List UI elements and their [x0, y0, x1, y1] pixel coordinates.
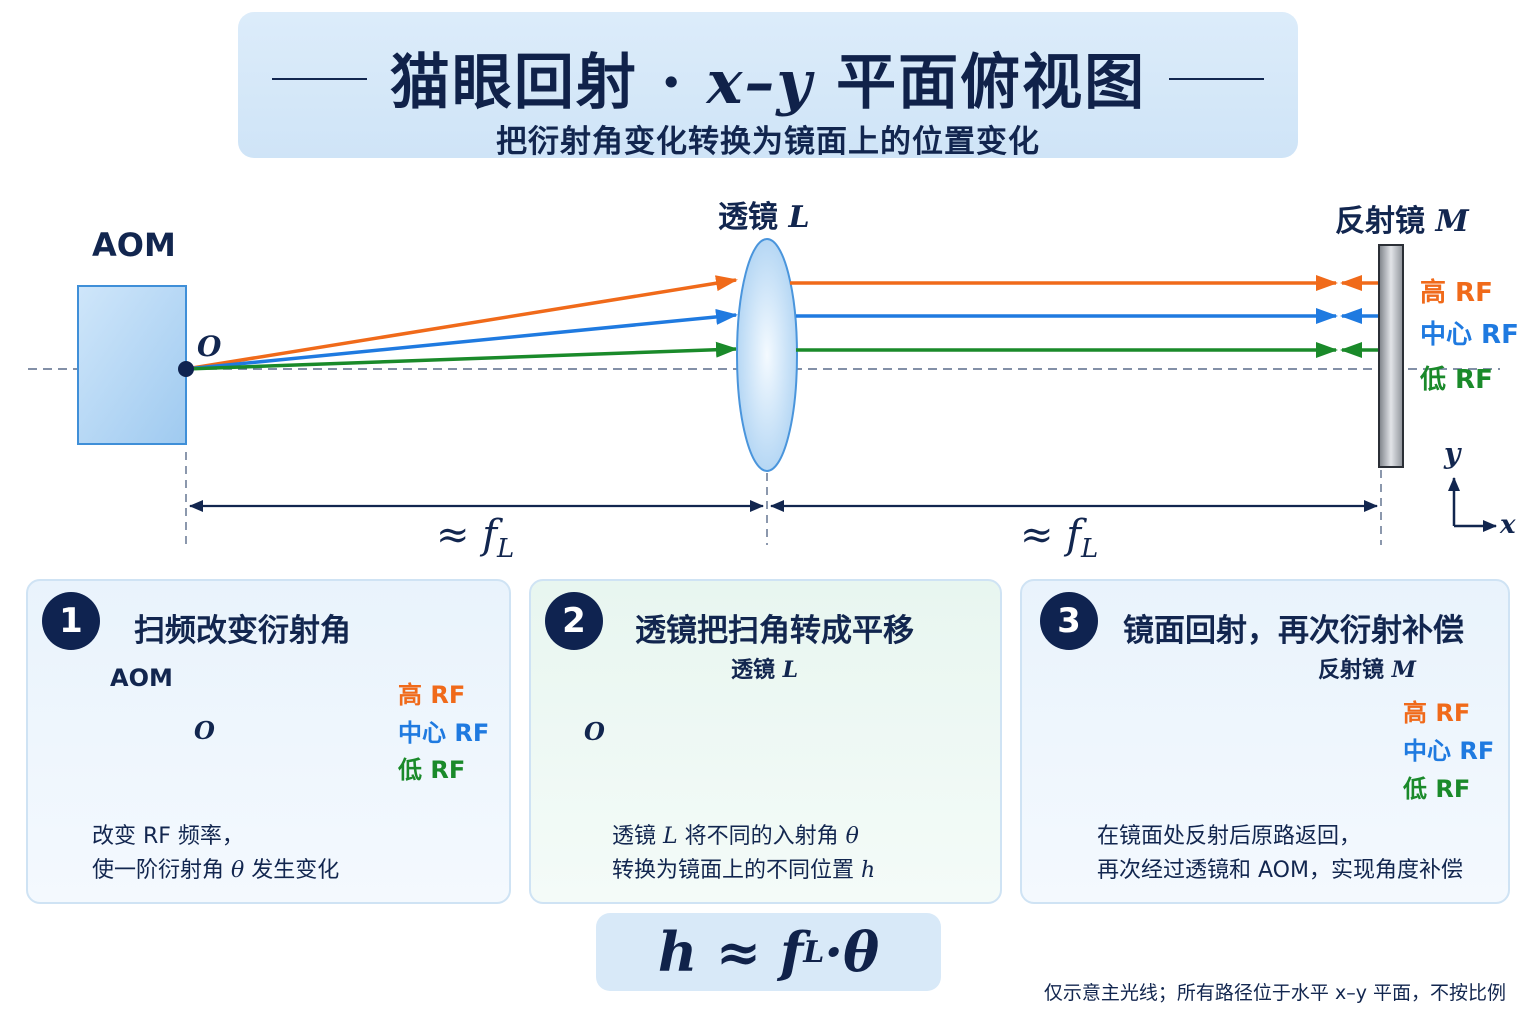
- step-desc-3-line2: 再次经过透镜和 AOM，实现角度补偿: [1097, 858, 1463, 883]
- label-center-rf: 中心 RF: [1420, 320, 1519, 350]
- p2-lens-label-text: 透镜: [731, 658, 783, 683]
- lens-label-text: 透镜: [718, 200, 789, 235]
- step-desc-2: 透镜 L 将不同的入射角 θ 转换为镜面上的不同位置 h: [612, 820, 875, 888]
- formula-rhs: ·θ: [824, 920, 880, 984]
- step-desc-1-line2: 使一阶衍射角 θ 发生变化: [92, 854, 339, 888]
- step-desc-2-L: L: [663, 824, 678, 849]
- page-subtitle: 把衍射角变化转换为镜面上的位置变化: [496, 124, 1040, 160]
- origin-point: [178, 361, 194, 377]
- distance-label-lens-mirror: ≈ fL: [1020, 512, 1098, 564]
- lens-L: [736, 238, 798, 472]
- p3-label-center-rf: 中心 RF: [1403, 737, 1495, 765]
- distance-1-text: ≈ f: [436, 512, 498, 558]
- title-text-prefix: 猫眼回射 ·: [389, 48, 707, 118]
- p3-label-high-rf: 高 RF: [1403, 699, 1471, 727]
- p3-label-low-rf: 低 RF: [1403, 775, 1471, 803]
- step-desc-2-line1-b: 将不同的入射角: [677, 824, 846, 849]
- lens-label: 透镜 L: [718, 192, 810, 236]
- title-text-math: x–y: [706, 48, 814, 118]
- p3-mirror-label-symbol: M: [1391, 657, 1417, 683]
- axis-x-label: x: [1500, 510, 1516, 540]
- formula-sub: L: [803, 934, 825, 970]
- mirror-label: 反射镜 M: [1335, 196, 1469, 240]
- aom-label: AOM: [92, 226, 176, 264]
- distance-1-sub: L: [497, 534, 515, 564]
- aom-crystal: [77, 285, 187, 445]
- step-desc-2-h: h: [861, 858, 876, 883]
- title-right-rule: [1169, 78, 1264, 80]
- title-text-suffix: 平面俯视图: [813, 48, 1147, 118]
- mirror-label-symbol: M: [1435, 204, 1469, 239]
- step-desc-1-line2-a: 使一阶衍射角: [92, 858, 231, 883]
- p2-origin-label: O: [584, 717, 605, 746]
- mirror-label-text: 反射镜: [1335, 204, 1436, 239]
- p3-mirror-label-text: 反射镜: [1318, 658, 1392, 683]
- step-desc-2-line2: 转换为镜面上的不同位置 h: [612, 854, 875, 888]
- step-title-3: 镜面回射，再次衍射补偿: [1123, 613, 1464, 649]
- p1-label-center-rf: 中心 RF: [398, 719, 490, 747]
- step-desc-3-line1: 在镜面处反射后原路返回，: [1097, 824, 1362, 849]
- step-title-1: 扫频改变衍射角: [134, 613, 351, 649]
- step-title-2: 透镜把扫角转成平移: [635, 613, 914, 649]
- footnote: 仅示意主光线；所有路径位于水平 x–y 平面，不按比例: [1043, 982, 1506, 1004]
- beam-high-rf-incident: [185, 275, 738, 371]
- step-desc-1-line1: 改变 RF 频率，: [92, 824, 244, 849]
- p2-lens-label-symbol: L: [782, 657, 799, 683]
- formula-lhs: h ≈ f: [657, 920, 804, 984]
- step-desc-1-theta: θ: [231, 858, 245, 883]
- title-left-rule: [272, 78, 367, 80]
- step-panel-3: [1020, 579, 1510, 904]
- label-low-rf: 低 RF: [1420, 365, 1493, 395]
- step-number-3: 3: [1040, 592, 1098, 650]
- step-panel-1: [26, 579, 511, 904]
- step-number-2: 2: [545, 592, 603, 650]
- label-high-rf: 高 RF: [1420, 278, 1493, 308]
- p2-lens-label: 透镜 L: [731, 652, 798, 684]
- distance-2-text: ≈ f: [1020, 512, 1082, 558]
- step-desc-2-theta: θ: [845, 824, 859, 849]
- distance-2-sub: L: [1081, 534, 1099, 564]
- page-title: 猫眼回射 · x–y 平面俯视图: [238, 34, 1298, 121]
- step-number-1: 1: [42, 592, 100, 650]
- p1-label-low-rf: 低 RF: [398, 756, 466, 784]
- step-desc-1-line2-b: 发生变化: [244, 858, 340, 883]
- beam-center-rf-incident: [185, 308, 738, 371]
- step-desc-2-line1-a: 透镜: [612, 824, 663, 849]
- step-desc-1: 改变 RF 频率， 使一阶衍射角 θ 发生变化: [92, 820, 339, 888]
- distance-label-aom-lens: ≈ fL: [436, 512, 514, 564]
- lens-label-symbol: L: [788, 200, 810, 235]
- p1-label-high-rf: 高 RF: [398, 681, 466, 709]
- p3-mirror-label: 反射镜 M: [1318, 652, 1416, 684]
- beam-low-rf-incident: [185, 341, 738, 371]
- step-desc-2-line1: 透镜 L 将不同的入射角 θ: [612, 820, 875, 854]
- title-banner: 猫眼回射 · x–y 平面俯视图 把衍射角变化转换为镜面上的位置变化: [238, 12, 1298, 160]
- p1-origin-label: O: [194, 716, 215, 745]
- p1-aom-label: AOM: [110, 664, 173, 692]
- origin-label: O: [197, 330, 222, 363]
- step-desc-3: 在镜面处反射后原路返回， 再次经过透镜和 AOM，实现角度补偿: [1097, 820, 1463, 888]
- mirror-M: [1378, 244, 1404, 468]
- step-desc-2-line2-a: 转换为镜面上的不同位置: [612, 858, 861, 883]
- axis-y-label: y: [1444, 437, 1461, 470]
- step-panel-2: [529, 579, 1002, 904]
- key-formula: h ≈ f L ·θ: [596, 913, 941, 991]
